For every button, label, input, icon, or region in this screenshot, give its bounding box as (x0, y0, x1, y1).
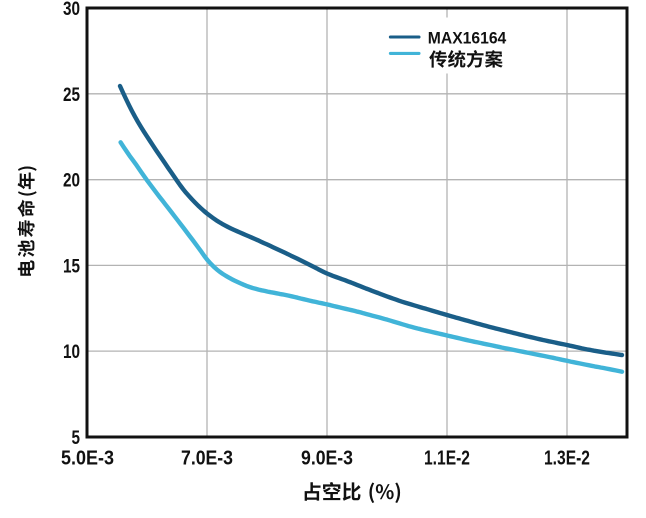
svg-text:10: 10 (63, 342, 80, 363)
svg-text:5.0E-3: 5.0E-3 (61, 448, 114, 470)
svg-text:20: 20 (63, 171, 80, 192)
svg-text:5: 5 (72, 428, 81, 449)
svg-text:15: 15 (63, 256, 80, 277)
svg-text:1.1E-2: 1.1E-2 (424, 448, 470, 470)
svg-text:30: 30 (63, 0, 80, 20)
svg-text:9.0E-3: 9.0E-3 (301, 448, 353, 470)
svg-text:MAX16164: MAX16164 (428, 29, 507, 48)
svg-text:1.3E-2: 1.3E-2 (544, 448, 590, 470)
svg-text:7.0E-3: 7.0E-3 (181, 448, 233, 470)
svg-text:25: 25 (63, 85, 80, 106)
